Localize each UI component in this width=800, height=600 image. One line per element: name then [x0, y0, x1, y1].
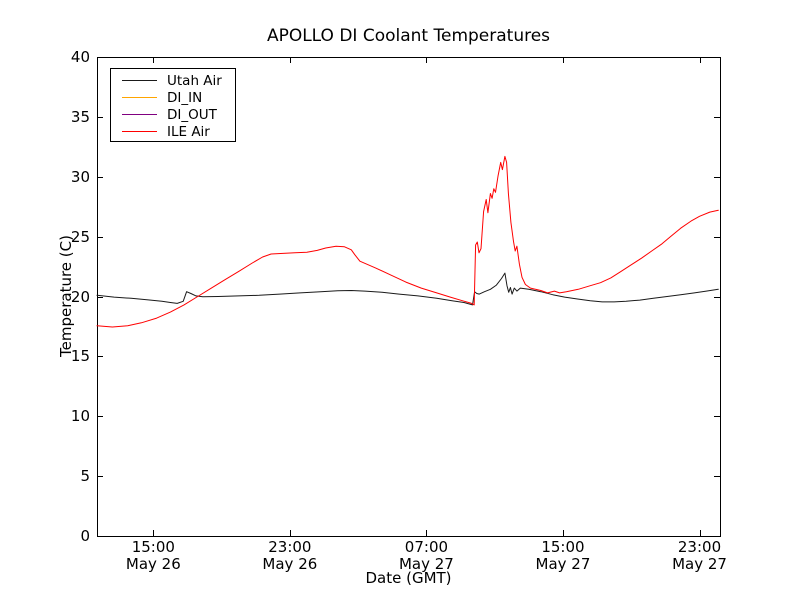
legend-item-di-in: DI_IN [111, 89, 235, 106]
y-tick-label: 25 [70, 227, 90, 246]
y-tick-label: 35 [70, 107, 90, 126]
x-tick-label: 23:00 May 27 [650, 539, 750, 572]
x-tick-label: 23:00 May 26 [240, 539, 340, 572]
x-tick-date: May 27 [398, 554, 454, 573]
legend: Utah Air DI_IN DI_OUT ILE Air [110, 68, 236, 142]
series-line-utah-air [96, 272, 719, 306]
x-tick-date: May 27 [672, 554, 727, 573]
legend-item-utah-air: Utah Air [111, 72, 235, 89]
x-tick-time: 23:00 [677, 538, 722, 556]
y-tick-label: 10 [70, 407, 90, 426]
x-tick-time: 23:00 [268, 538, 312, 556]
y-tick-label: 40 [70, 48, 90, 66]
x-tick-date: May 27 [535, 554, 591, 573]
x-tick-time: 07:00 [404, 538, 449, 556]
x-tick-date: May 26 [262, 554, 318, 573]
series-line-ile-air [96, 155, 719, 328]
axis-ticks [97, 57, 720, 537]
x-axis-label: Date (GMT) [365, 569, 452, 587]
legend-item-di-out: DI_OUT [111, 106, 235, 123]
x-tick-label: 15:00 May 26 [103, 539, 203, 572]
legend-label: ILE Air [167, 123, 210, 140]
legend-line-swatch [122, 131, 157, 132]
x-tick-date: May 26 [125, 554, 181, 573]
y-tick-label: 0 [80, 527, 90, 545]
legend-item-ile-air: ILE Air [111, 123, 235, 140]
legend-label: DI_IN [167, 89, 203, 106]
x-tick-label: 15:00 May 27 [513, 539, 613, 572]
y-tick-label: 20 [70, 287, 90, 306]
x-tick-label: 07:00 May 27 [376, 539, 476, 572]
legend-line-swatch [122, 80, 157, 81]
x-tick-time: 15:00 [541, 538, 585, 556]
legend-label: DI_OUT [167, 106, 217, 123]
x-tick-time: 15:00 [131, 538, 175, 556]
y-tick-label: 5 [80, 467, 90, 486]
chart-title: APOLLO DI Coolant Temperatures [266, 26, 551, 46]
legend-line-swatch [122, 114, 157, 115]
legend-line-swatch [122, 97, 157, 98]
y-tick-label: 30 [70, 167, 90, 186]
legend-label: Utah Air [167, 72, 222, 89]
y-tick-label: 15 [70, 347, 90, 366]
